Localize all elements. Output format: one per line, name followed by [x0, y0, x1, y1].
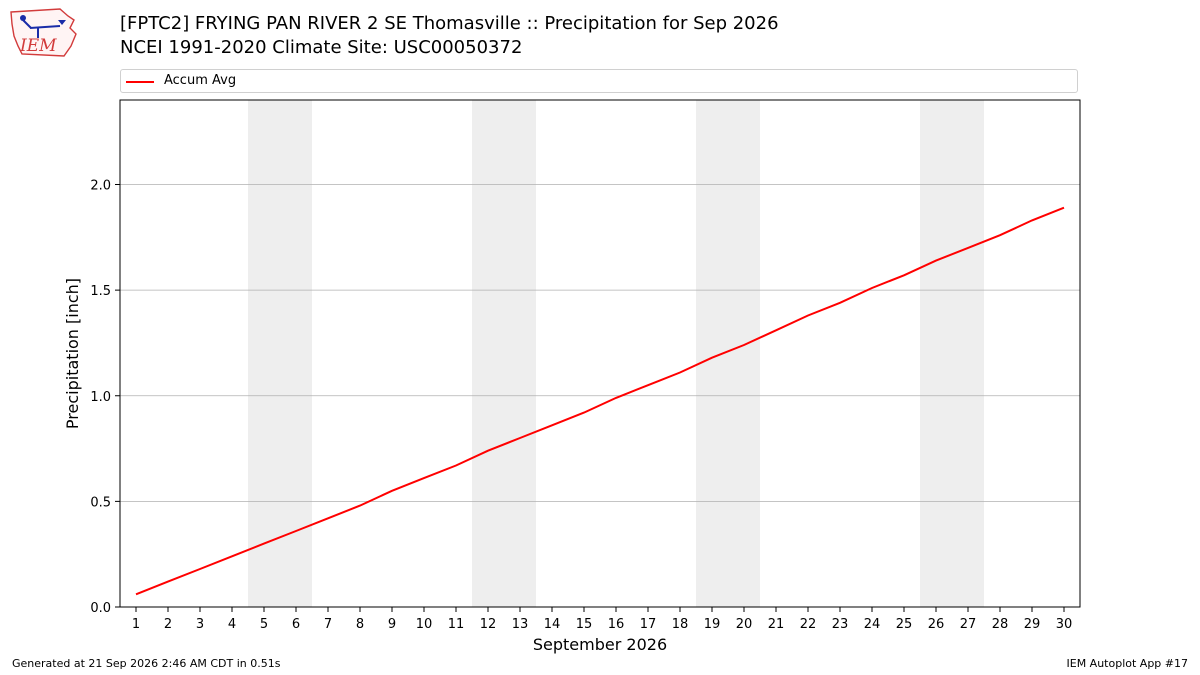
x-tick-label: 21: [768, 617, 785, 632]
app-footer: IEM Autoplot App #17: [1066, 657, 1189, 670]
x-tick-label: 10: [416, 617, 433, 632]
weekend-band: [920, 100, 984, 607]
x-tick-label: 5: [260, 617, 268, 632]
plot-frame: [119, 99, 1081, 608]
x-tick-label: 28: [992, 617, 1009, 632]
chart-legend: Accum Avg: [120, 69, 1078, 93]
x-tick-label: 27: [960, 617, 977, 632]
y-axis-label: Precipitation [inch]: [63, 278, 82, 429]
y-tick-label: 1.0: [90, 390, 111, 405]
x-tick-label: 13: [512, 617, 529, 632]
x-tick-label: 8: [356, 617, 364, 632]
series-line-accum-avg: [135, 206, 1065, 596]
x-tick-label: 12: [480, 617, 497, 632]
x-tick-label: 20: [736, 617, 753, 632]
weekend-band: [248, 100, 312, 607]
y-tick-label: 1.5: [90, 284, 111, 299]
y-tick-label: 2.0: [90, 179, 111, 194]
x-tick-label: 6: [292, 617, 300, 632]
x-tick-label: 16: [608, 617, 625, 632]
x-tick-label: 11: [448, 617, 465, 632]
weekend-band: [472, 100, 536, 607]
weekend-band: [696, 100, 760, 607]
x-tick-label: 18: [672, 617, 689, 632]
x-tick-label: 2: [164, 617, 172, 632]
x-tick-label: 4: [228, 617, 236, 632]
x-tick-label: 22: [800, 617, 817, 632]
y-tick-label: 0.5: [90, 495, 111, 510]
x-tick-label: 15: [576, 617, 593, 632]
chart-title: [FPTC2] FRYING PAN RIVER 2 SE Thomasvill…: [120, 13, 779, 34]
logo-text: IEM: [19, 36, 57, 56]
x-tick-label: 29: [1024, 617, 1041, 632]
x-tick-label: 24: [864, 617, 881, 632]
x-tick-label: 7: [324, 617, 332, 632]
x-tick-label: 26: [928, 617, 945, 632]
x-tick-label: 14: [544, 617, 561, 632]
x-axis-label: September 2026: [533, 635, 667, 654]
generated-footer: Generated at 21 Sep 2026 2:46 AM CDT in …: [12, 657, 281, 670]
x-tick-label: 17: [640, 617, 657, 632]
x-tick-label: 3: [196, 617, 204, 632]
x-tick-label: 19: [704, 617, 721, 632]
legend-swatch: [126, 81, 154, 83]
x-tick-label: 1: [132, 617, 140, 632]
y-tick-label: 0.0: [90, 601, 111, 616]
x-tick-label: 25: [896, 617, 913, 632]
chart-subtitle: NCEI 1991-2020 Climate Site: USC00050372: [120, 37, 523, 58]
x-tick-label: 30: [1056, 617, 1073, 632]
x-tick-label: 9: [388, 617, 396, 632]
iem-logo-icon: IEM: [10, 8, 77, 57]
x-tick-label: 23: [832, 617, 849, 632]
legend-label: Accum Avg: [164, 73, 237, 88]
